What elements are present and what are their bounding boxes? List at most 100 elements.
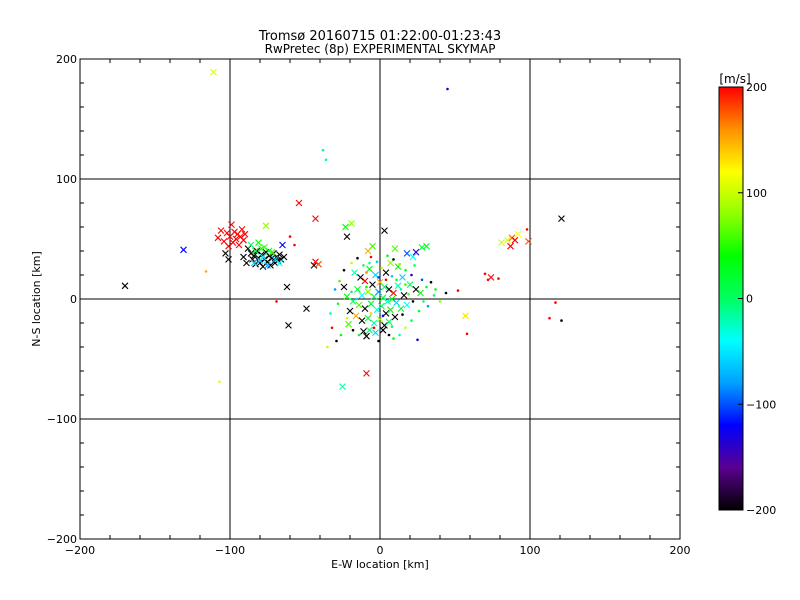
scatter-point [560, 319, 563, 322]
scatter-point [261, 244, 268, 251]
scatter-point [429, 280, 433, 284]
scatter-point-stroke [361, 305, 369, 312]
scatter-point-stroke [220, 238, 228, 245]
scatter-point-stroke [268, 254, 276, 262]
scatter-point [379, 294, 387, 302]
scatter-point-stroke [361, 277, 369, 285]
scatter-point [514, 230, 522, 238]
scatter-point [381, 227, 388, 234]
scatter-point [366, 326, 373, 334]
scatter-point-stroke [343, 233, 351, 240]
scatter-point [315, 260, 322, 268]
scatter-point-stroke [462, 312, 469, 320]
scatter-point [250, 259, 258, 267]
chart-subtitle: RwPretec (8p) EXPERIMENTAL SKYMAP [265, 42, 496, 56]
scatter-point-stroke [255, 239, 262, 246]
scatter-point [525, 238, 532, 245]
scatter-point [339, 383, 346, 390]
scatter-point [279, 241, 286, 249]
scatter-point [361, 277, 369, 285]
scatter-point [121, 282, 129, 290]
scatter-point-stroke [250, 252, 258, 260]
scatter-point [283, 283, 291, 291]
scatter-point [264, 262, 271, 269]
scatter-point [434, 288, 437, 291]
scatter-point-stroke [390, 289, 397, 297]
scatter-point-stroke [364, 314, 372, 322]
scatter-point-stroke [358, 292, 366, 299]
scatter-point [247, 241, 255, 249]
scatter-point [333, 288, 337, 291]
scatter-point [356, 256, 359, 260]
scatter-point [507, 242, 514, 250]
scatter-point [388, 295, 396, 303]
scatter-point-stroke [417, 289, 424, 297]
scatter-point [241, 230, 249, 238]
scatter-point-stroke [372, 271, 379, 279]
scatter-point [351, 269, 358, 276]
scatter-point [462, 312, 469, 320]
scatter-point [465, 332, 469, 336]
axis-ticks [79, 58, 681, 540]
scatter-point-stroke [240, 236, 247, 244]
scatter-point-stroke [399, 274, 406, 281]
scatter-point [275, 300, 278, 303]
x-tick-label: −200 [65, 544, 95, 557]
scatter-point-stroke [259, 253, 267, 261]
scatter-point-stroke [280, 253, 288, 261]
scatter-point-stroke [214, 234, 222, 242]
scatter-point [358, 292, 366, 299]
scatter-point-stroke [558, 215, 565, 222]
scatter-point [293, 243, 296, 247]
scatter-point-stroke [339, 383, 346, 390]
scatter-point [249, 256, 256, 263]
x-tick-label: 100 [520, 544, 541, 557]
scatter-point-stroke [238, 226, 246, 233]
scatter-point [238, 226, 246, 233]
scatter-point [392, 337, 395, 340]
scatter-point [329, 312, 332, 315]
scatter-point [210, 68, 217, 76]
scatter-point-stroke [237, 233, 244, 240]
scatter-point [338, 279, 341, 283]
x-tick-label: 0 [377, 544, 384, 557]
colorbar-tick-label: −200 [746, 504, 776, 517]
scatter-point-stroke [358, 317, 366, 324]
scatter-point [410, 273, 413, 277]
scatter-point [369, 242, 376, 250]
scatter-point-stroke [265, 247, 273, 255]
scatter-point-stroke [367, 300, 375, 308]
scatter-point [259, 253, 267, 261]
scatter-point [369, 255, 373, 259]
scatter-point [456, 289, 460, 292]
scatter-point-stroke [525, 238, 532, 245]
scatter-point [276, 259, 283, 267]
scatter-point-stroke [283, 283, 291, 291]
scatter-point [355, 301, 363, 309]
scatter-point [271, 256, 279, 263]
scatter-point [372, 329, 379, 336]
scatter-point-stroke [372, 329, 379, 336]
scatter-point [303, 305, 310, 312]
scatter-point-stroke [364, 288, 372, 296]
colorbar-tick-label: 200 [746, 81, 767, 94]
scatter-point-stroke [504, 236, 511, 244]
scatter-point-stroke [256, 259, 264, 267]
plot-grid [80, 59, 680, 539]
scatter-point-stroke [354, 286, 361, 293]
scatter-point-stroke [378, 302, 385, 310]
scatter-point [412, 248, 420, 256]
scatter-point [365, 285, 368, 289]
scatter-point [375, 260, 379, 264]
scatter-point-stroke [382, 269, 390, 276]
scatter-point-stroke [381, 283, 388, 291]
scatter-point [240, 236, 247, 244]
scatter-point [373, 306, 381, 314]
scatter-point [351, 328, 355, 332]
scatter-point [228, 221, 235, 228]
scatter-point [363, 370, 370, 377]
scatter-point [365, 271, 368, 274]
scatter-point [377, 276, 380, 279]
scatter-point [336, 302, 340, 306]
scatter-point [385, 286, 393, 293]
